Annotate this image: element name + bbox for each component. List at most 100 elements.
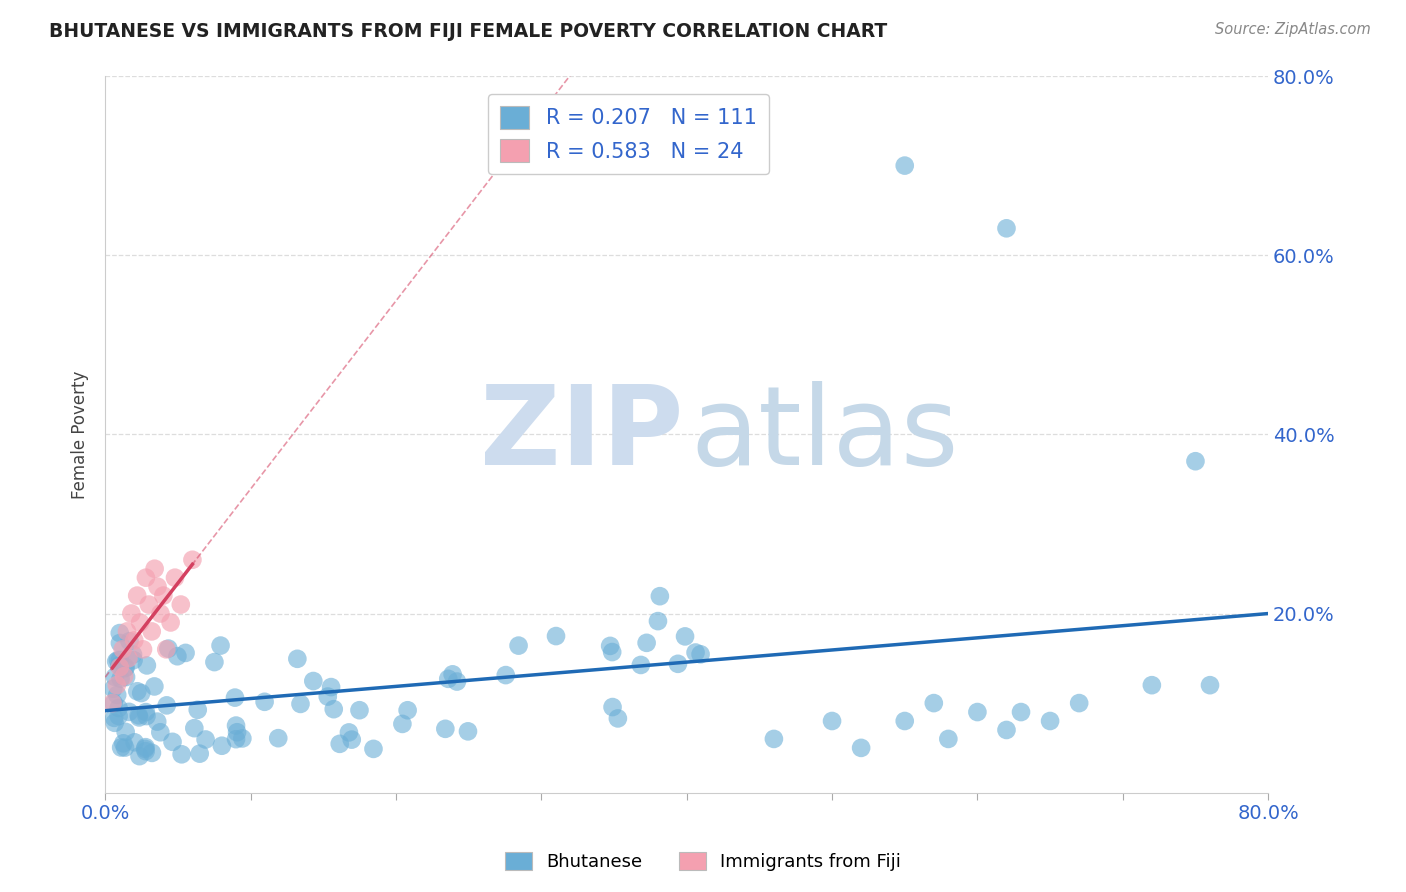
Point: [966, 705, 988, 719]
Point: [457, 724, 479, 739]
Point: [135, 744, 157, 758]
Point: [599, 639, 621, 653]
Point: [118, 705, 141, 719]
Text: BHUTANESE VS IMMIGRANTS FROM FIJI FEMALE POVERTY CORRELATION CHART: BHUTANESE VS IMMIGRANTS FROM FIJI FEMALE…: [49, 22, 887, 41]
Point: [1069, 696, 1091, 710]
Point: [143, 562, 166, 576]
Point: [108, 658, 131, 673]
Point: [329, 737, 352, 751]
Point: [111, 642, 134, 657]
Point: [163, 571, 186, 585]
Point: [120, 607, 142, 621]
Point: [1010, 705, 1032, 719]
Point: [495, 668, 517, 682]
Point: [135, 709, 157, 723]
Point: [101, 696, 124, 710]
Point: [183, 721, 205, 735]
Point: [159, 615, 181, 630]
Point: [124, 633, 146, 648]
Point: [437, 672, 460, 686]
Point: [1199, 678, 1222, 692]
Point: [114, 660, 136, 674]
Point: [166, 649, 188, 664]
Point: [209, 639, 232, 653]
Point: [157, 641, 180, 656]
Point: [156, 698, 179, 713]
Point: [114, 740, 136, 755]
Point: [108, 660, 131, 674]
Point: [936, 731, 959, 746]
Point: [149, 725, 172, 739]
Point: [114, 661, 136, 675]
Point: [128, 749, 150, 764]
Point: [112, 736, 135, 750]
Point: [673, 629, 696, 643]
Text: ZIP: ZIP: [479, 381, 683, 488]
Point: [107, 701, 129, 715]
Point: [114, 725, 136, 739]
Point: [135, 740, 157, 755]
Point: [508, 639, 530, 653]
Point: [188, 747, 211, 761]
Point: [115, 670, 138, 684]
Point: [117, 651, 139, 665]
Point: [606, 711, 628, 725]
Point: [849, 740, 872, 755]
Point: [122, 648, 145, 662]
Point: [636, 636, 658, 650]
Point: [135, 658, 157, 673]
Point: [316, 690, 339, 704]
Legend: R = 0.207   N = 111, R = 0.583   N = 24: R = 0.207 N = 111, R = 0.583 N = 24: [488, 94, 769, 175]
Legend: Bhutanese, Immigrants from Fiji: Bhutanese, Immigrants from Fiji: [498, 845, 908, 879]
Point: [103, 711, 125, 725]
Point: [689, 648, 711, 662]
Point: [129, 686, 152, 700]
Point: [285, 652, 308, 666]
Text: atlas: atlas: [690, 381, 959, 488]
Point: [1184, 454, 1206, 468]
Point: [600, 645, 623, 659]
Point: [391, 717, 413, 731]
Point: [143, 680, 166, 694]
Point: [112, 669, 135, 683]
Point: [340, 732, 363, 747]
Y-axis label: Female Poverty: Female Poverty: [72, 370, 89, 499]
Point: [446, 674, 468, 689]
Point: [648, 589, 671, 603]
Point: [127, 589, 149, 603]
Point: [105, 688, 128, 702]
Point: [107, 653, 129, 667]
Point: [104, 670, 127, 684]
Point: [322, 702, 344, 716]
Point: [135, 571, 157, 585]
Point: [602, 700, 624, 714]
Point: [181, 553, 204, 567]
Point: [893, 714, 915, 728]
Point: [231, 731, 253, 746]
Point: [685, 646, 707, 660]
Point: [108, 626, 131, 640]
Point: [110, 672, 132, 686]
Point: [128, 708, 150, 723]
Point: [141, 624, 163, 639]
Point: [666, 657, 689, 671]
Point: [107, 709, 129, 723]
Point: [349, 703, 371, 717]
Point: [132, 642, 155, 657]
Point: [127, 684, 149, 698]
Point: [762, 731, 785, 746]
Point: [204, 655, 226, 669]
Point: [995, 723, 1018, 737]
Point: [174, 646, 197, 660]
Point: [630, 657, 652, 672]
Point: [152, 589, 174, 603]
Point: [110, 740, 132, 755]
Point: [544, 629, 567, 643]
Point: [141, 746, 163, 760]
Point: [146, 580, 169, 594]
Point: [922, 696, 945, 710]
Point: [434, 722, 457, 736]
Point: [225, 732, 247, 747]
Point: [821, 714, 844, 728]
Point: [118, 634, 141, 648]
